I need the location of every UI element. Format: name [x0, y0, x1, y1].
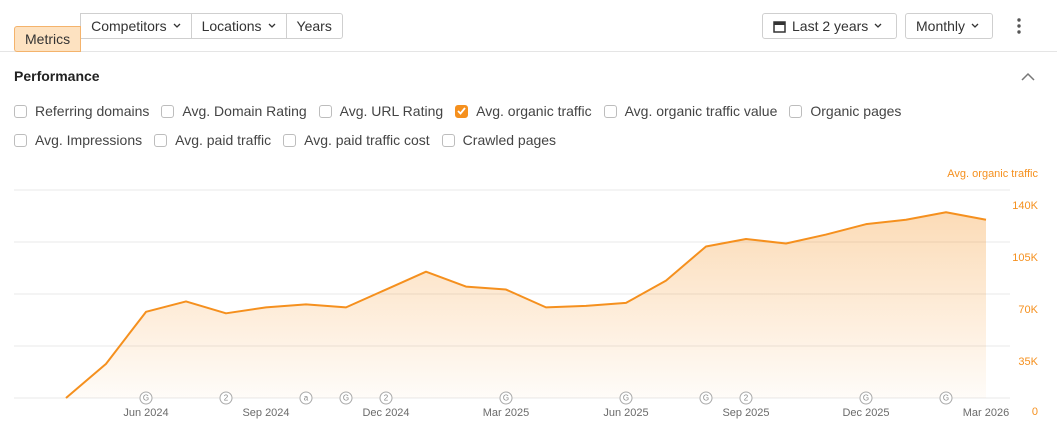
metric-label: Avg. URL Rating: [339, 103, 444, 119]
checkbox: [283, 133, 297, 147]
metric-checkbox[interactable]: Referring domains: [14, 103, 149, 119]
y-tick-label: 105K: [1012, 252, 1038, 264]
annotation-label: a: [304, 394, 309, 403]
annotation-marker: [499, 391, 513, 405]
annotation-marker: [339, 391, 353, 405]
checkbox: [789, 104, 803, 118]
x-tick-label: Mar 2026: [963, 407, 1009, 419]
annotation-marker: [219, 391, 233, 405]
metric-row: Referring domains Avg. Domain Rating Avg. …: [14, 103, 901, 119]
tab-label: Competitors: [91, 18, 167, 34]
calendar-icon: [773, 20, 786, 33]
annotation-label: G: [343, 394, 349, 403]
area: [66, 212, 986, 398]
annotation-marker: [699, 391, 713, 405]
y-tick-label: 35K: [1018, 356, 1038, 368]
line: [65, 211, 987, 399]
more-menu[interactable]: [1015, 17, 1023, 35]
metric-label: Organic pages: [810, 103, 902, 119]
metric-checkbox[interactable]: Avg. organic traffic: [455, 103, 592, 119]
chevron: [971, 23, 979, 28]
metric-label: Avg. paid traffic cost: [304, 132, 430, 148]
annotation-label: 2: [744, 394, 749, 403]
annotation-label: G: [143, 394, 149, 403]
metric-label: Avg. organic traffic value: [624, 103, 778, 119]
checkbox: [603, 104, 617, 118]
y-tick-label: 0: [1032, 406, 1038, 418]
divider: [0, 51, 1057, 52]
checkbox: [14, 104, 27, 118]
annotation-marker: [939, 391, 953, 405]
checkbox: [154, 133, 168, 147]
chevron: [173, 23, 181, 28]
y-axis-title: Avg. organic traffic: [947, 168, 1038, 180]
metric-checkbox[interactable]: Avg. organic traffic value: [603, 103, 778, 119]
checkbox: [161, 104, 175, 118]
x-tick-label: Jun 2024: [123, 407, 168, 419]
check-icon: [457, 107, 466, 115]
tab[interactable]: Years: [285, 13, 343, 39]
metric-label: Avg. Impressions: [35, 132, 143, 148]
checkbox: [455, 104, 469, 118]
x-tick-label: Dec 2024: [362, 407, 409, 419]
collapse-button[interactable]: [1021, 72, 1035, 81]
chevron: [874, 23, 882, 28]
metric-checkbox[interactable]: Avg. Domain Rating: [161, 103, 307, 119]
tab-label: Years: [296, 18, 332, 34]
x-tick-label: Jun 2025: [603, 407, 648, 419]
y-tick-label: 140K: [1012, 200, 1038, 212]
metric-checkbox[interactable]: Avg. paid traffic: [154, 132, 271, 148]
metric-label: Avg. paid traffic: [175, 132, 272, 148]
annotation-label: 2: [224, 394, 229, 403]
metric-label: Referring domains: [35, 103, 150, 119]
metric-label: Crawled pages: [462, 132, 557, 148]
annotation-marker: [619, 391, 633, 405]
annotation-marker: [299, 391, 313, 405]
tab-label: Locations: [201, 18, 262, 34]
panel-title: Performance: [14, 68, 100, 84]
period-select[interactable]: Last 2 years: [762, 13, 897, 39]
metric-checkbox[interactable]: Crawled pages: [441, 132, 557, 148]
annotation-label: G: [503, 394, 509, 403]
annotation-marker: [739, 391, 753, 405]
x-tick-label: Mar 2025: [483, 407, 529, 419]
annotation-label: 2: [384, 394, 389, 403]
tab[interactable]: Metrics: [14, 26, 82, 52]
checkbox: [14, 133, 27, 147]
checkbox: [318, 104, 332, 118]
metric-label: Avg. Domain Rating: [182, 103, 307, 119]
annotation-marker: [139, 391, 153, 405]
period-label: Last 2 years: [792, 18, 869, 34]
metric-label: Avg. organic traffic: [476, 103, 592, 119]
annotation-label: G: [703, 394, 709, 403]
x-tick-label: Dec 2025: [842, 407, 889, 419]
checkbox: [441, 133, 455, 147]
annotation-label: G: [863, 394, 869, 403]
chevron: [268, 23, 275, 28]
metric-checkbox[interactable]: Avg. Impressions: [14, 132, 142, 148]
annotation-marker: [379, 391, 393, 405]
y-tick-label: 70K: [1018, 304, 1038, 316]
metric-row: Avg. Impressions Avg. paid traffic Avg. pa…: [14, 132, 556, 148]
x-tick-label: Sep 2025: [722, 407, 769, 419]
annotation-label: G: [943, 394, 949, 403]
annotation-marker: [859, 391, 873, 405]
metric-checkbox[interactable]: Avg. paid traffic cost: [283, 132, 430, 148]
interval-select[interactable]: Monthly: [905, 13, 993, 39]
metric-checkbox[interactable]: Organic pages: [789, 103, 901, 119]
annotation-label: G: [623, 394, 629, 403]
tab[interactable]: Locations: [190, 13, 287, 39]
tab-group: Metrics Competitors Locations Years: [14, 13, 343, 52]
x-tick-label: Sep 2024: [242, 407, 289, 419]
tab-label: Metrics: [25, 31, 71, 47]
metric-checkbox[interactable]: Avg. URL Rating: [318, 103, 444, 119]
interval-label: Monthly: [916, 18, 966, 34]
